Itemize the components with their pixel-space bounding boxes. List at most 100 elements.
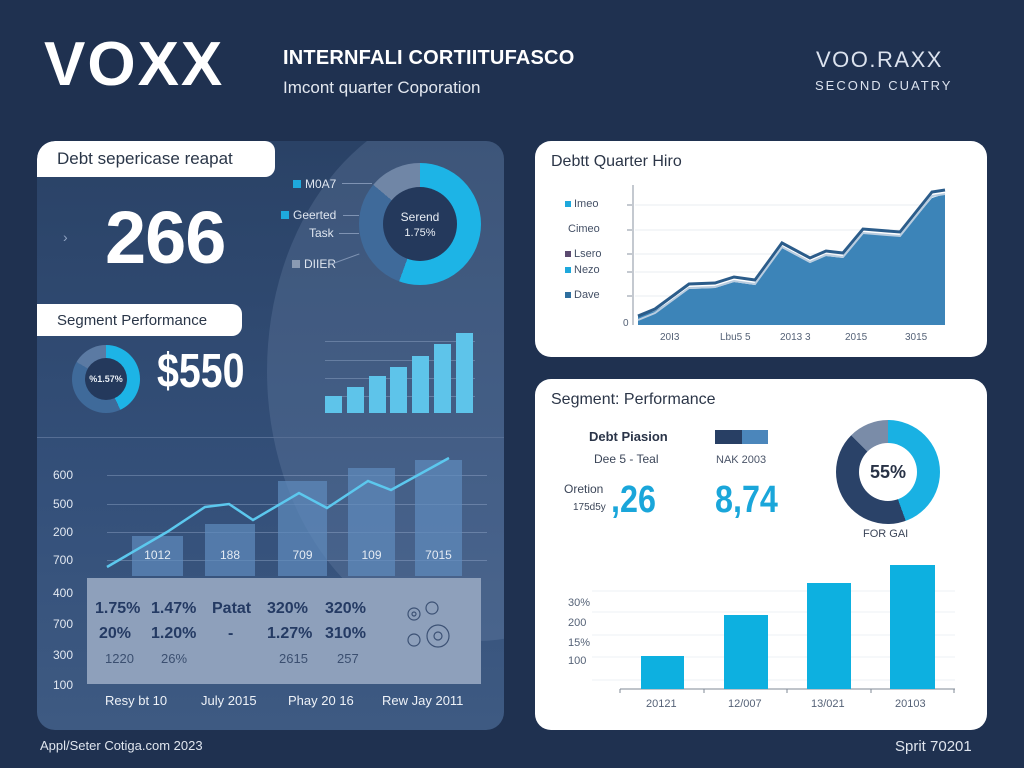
mini-bar bbox=[369, 376, 386, 413]
legend-label: Cimeo bbox=[568, 223, 600, 235]
x-axis-label: Rew Jay 2011 bbox=[382, 693, 464, 708]
brand-subtitle: SECOND CUATRY bbox=[815, 78, 953, 93]
y-tick: 300 bbox=[53, 648, 74, 662]
donut-center: Serend 1.75% bbox=[383, 187, 457, 261]
legend-swatch-icon bbox=[293, 180, 301, 188]
legend-label: Task bbox=[309, 226, 334, 240]
goal-donut-chart: 55% bbox=[836, 420, 940, 524]
metric-title: Debt Piasion bbox=[589, 429, 668, 444]
stat-cell: Patat bbox=[212, 600, 252, 617]
legend-swatch-icon bbox=[565, 201, 571, 207]
color-scale-swatch bbox=[715, 430, 768, 444]
mini-bar bbox=[412, 356, 429, 413]
mini-bar bbox=[434, 344, 451, 413]
legend-item: Dave bbox=[565, 289, 600, 301]
segment-performance-tab-label: Segment Performance bbox=[57, 311, 208, 329]
legend-swatch-icon bbox=[281, 211, 289, 219]
x-axis-label: Phay 20 16 bbox=[288, 693, 354, 708]
bar-label: 109 bbox=[361, 548, 382, 562]
goal-donut-center: 55% bbox=[859, 443, 917, 501]
x-axis-label: 20I3 bbox=[660, 332, 680, 343]
y-axis-label: 15% bbox=[568, 637, 591, 649]
chevron-right-icon[interactable]: › bbox=[63, 229, 68, 245]
legend-label: Nezo bbox=[574, 264, 600, 276]
debt-quarter-card: Debtt Quarter Hiro Imeo Cimeo Lsero Nezo… bbox=[535, 141, 987, 357]
x-axis-label: 2015 bbox=[845, 332, 868, 343]
legend-swatch-icon bbox=[292, 260, 300, 268]
leader-line bbox=[343, 215, 359, 216]
stat-cell: 1.20% bbox=[151, 625, 197, 642]
y-tick: 100 bbox=[53, 678, 74, 692]
metric-side-sub: 175d5y bbox=[573, 502, 606, 513]
chart-bar: 1012 bbox=[132, 536, 183, 576]
legend-label: Imeo bbox=[574, 198, 599, 210]
trend-line bbox=[106, 456, 450, 569]
leader-line bbox=[342, 183, 372, 184]
y-tick: 400 bbox=[53, 586, 74, 600]
goal-donut-caption: FOR GAI bbox=[863, 528, 909, 540]
metric-value: ,26 bbox=[611, 479, 656, 521]
legend-item-geerted: Geerted bbox=[281, 208, 336, 222]
legend-item: Cimeo bbox=[568, 223, 600, 235]
bar-label: 188 bbox=[219, 548, 241, 562]
metric2-value: 8,74 bbox=[715, 479, 778, 521]
segment-donut-center: %1.57% bbox=[85, 358, 127, 400]
area-chart bbox=[627, 185, 946, 325]
page-subtitle: Imcont quarter Coporation bbox=[283, 78, 481, 97]
donut-center-label: Serend bbox=[400, 209, 440, 224]
metric2-subtitle: NAK 2003 bbox=[716, 454, 767, 466]
x-axis-label: 13/021 bbox=[811, 698, 845, 710]
chart-bar: 109 bbox=[348, 468, 395, 576]
segment-donut-chart: %1.57% bbox=[72, 345, 140, 413]
segment-donut-label: %1.57% bbox=[89, 374, 123, 384]
debt-report-tab[interactable]: Debt sepericase reapat bbox=[37, 141, 275, 177]
legend-label: DIIER bbox=[304, 257, 337, 271]
gears-icon bbox=[407, 601, 450, 648]
y-axis-label: 0 bbox=[623, 318, 629, 329]
stat-sub-cell: 26% bbox=[161, 651, 188, 666]
stat-cell: 320% bbox=[325, 600, 366, 617]
y-axis-label: 200 bbox=[568, 617, 587, 629]
footer-version: Sprit 70201 bbox=[895, 738, 972, 755]
x-axis-label: 2013 3 bbox=[780, 332, 811, 343]
leader-line bbox=[339, 233, 359, 234]
legend-label: Dave bbox=[574, 289, 600, 301]
legend-swatch-icon bbox=[565, 267, 571, 273]
stat-cell: 1.47% bbox=[151, 600, 197, 617]
stat-cell: 320% bbox=[267, 600, 308, 617]
segment-value: $550 bbox=[157, 345, 245, 398]
y-tick: 500 bbox=[53, 497, 74, 511]
combo-chart: 600 500 200 700 400 700 300 100 1012 188… bbox=[37, 451, 504, 730]
chart-bar: 188 bbox=[205, 524, 255, 576]
chart-bar: 7015 bbox=[415, 460, 462, 576]
footer-copyright: Appl/Seter Cotiga.com 2023 bbox=[40, 738, 203, 753]
card-title: Debtt Quarter Hiro bbox=[551, 153, 682, 170]
kpi-value: 266 bbox=[105, 196, 226, 279]
mini-bar bbox=[456, 333, 473, 413]
segment-performance-card: Segment: Performance Debt Piasion Dee 5 … bbox=[535, 379, 987, 730]
stat-cell: 1.27% bbox=[267, 625, 313, 642]
legend-swatch-icon bbox=[565, 251, 571, 257]
stats-overlay: 1.75% 1.47% Patat 320% 320% 20% 1.20% - … bbox=[87, 578, 481, 684]
y-axis-label: 100 bbox=[568, 655, 587, 667]
legend-item: Lsero bbox=[565, 248, 602, 260]
x-axis-label: July 2015 bbox=[201, 693, 257, 708]
segment-bar-chart bbox=[592, 565, 955, 693]
segment-performance-tab[interactable]: Segment Performance bbox=[37, 304, 242, 336]
stat-cell: 1.75% bbox=[95, 600, 141, 617]
y-tick: 700 bbox=[53, 553, 74, 567]
legend-swatch-icon bbox=[565, 292, 571, 298]
legend-item: Imeo bbox=[565, 198, 598, 210]
stat-cell: 20% bbox=[99, 625, 132, 642]
y-tick: 200 bbox=[53, 525, 74, 539]
app-logo: VOXX bbox=[44, 30, 225, 99]
x-axis-label: 20103 bbox=[895, 698, 926, 710]
legend-item-diier: DIIER bbox=[292, 257, 336, 271]
divider bbox=[37, 437, 504, 438]
stat-cell: 310% bbox=[325, 625, 366, 642]
x-axis-label: 3015 bbox=[905, 332, 928, 343]
goal-donut-value: 55% bbox=[869, 461, 907, 482]
mini-bar bbox=[347, 387, 364, 413]
y-tick: 700 bbox=[53, 617, 74, 631]
debt-report-tab-label: Debt sepericase reapat bbox=[57, 149, 233, 168]
